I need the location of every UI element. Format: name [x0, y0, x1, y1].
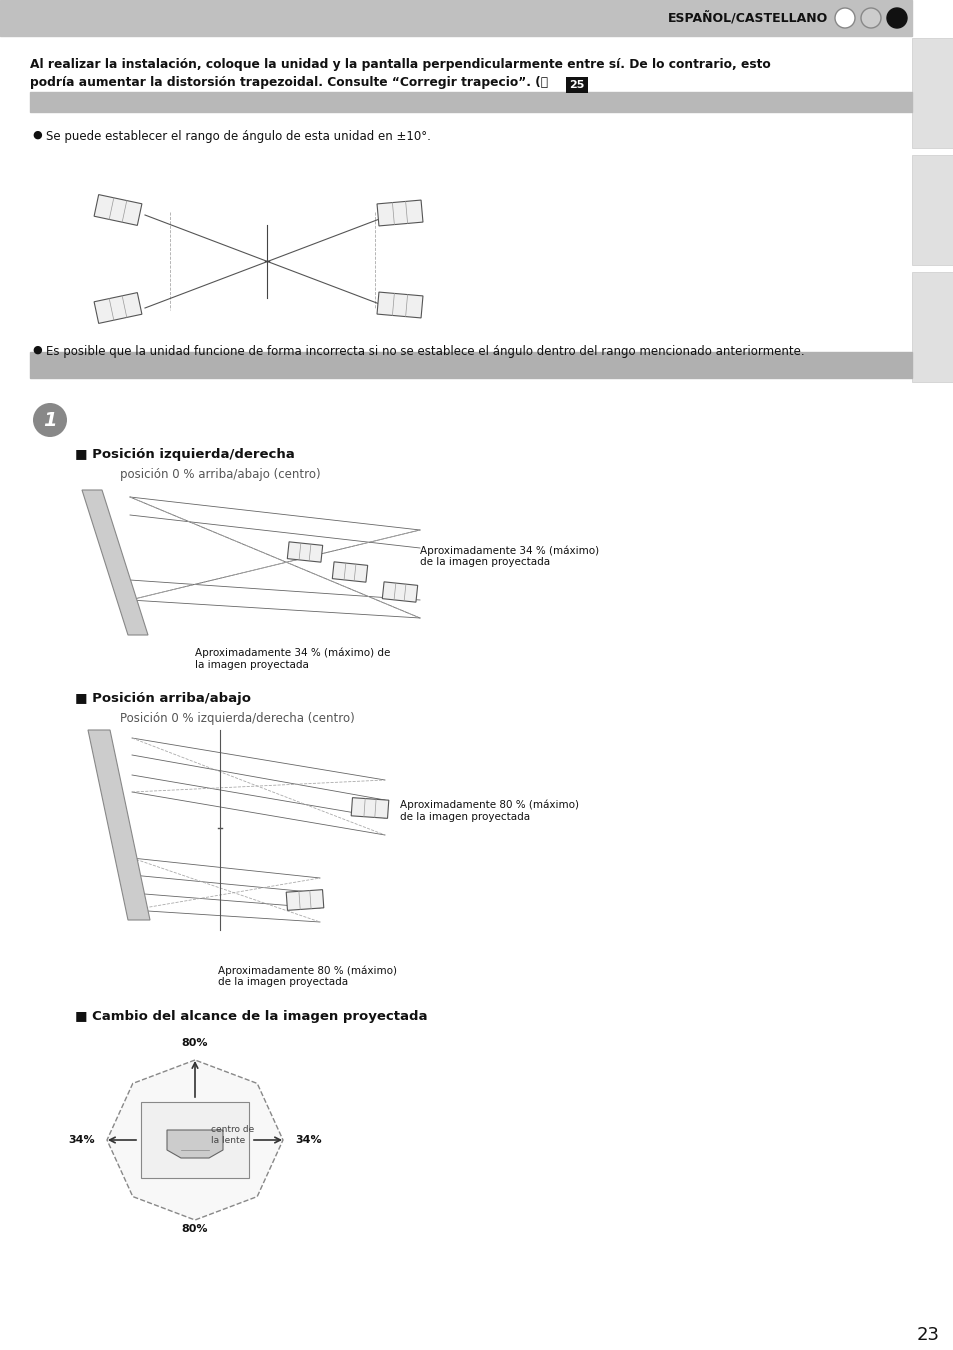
Polygon shape	[376, 200, 422, 225]
Text: ■ Posición izquierda/derecha: ■ Posición izquierda/derecha	[75, 448, 294, 460]
Text: Aproximadamente 80 % (máximo)
de la imagen proyectada: Aproximadamente 80 % (máximo) de la imag…	[218, 965, 396, 987]
Circle shape	[33, 404, 67, 437]
Text: centro de
la lente: centro de la lente	[211, 1126, 254, 1145]
Polygon shape	[107, 1060, 283, 1220]
Polygon shape	[88, 730, 150, 919]
Text: ■ Posición arriba/abajo: ■ Posición arriba/abajo	[75, 693, 251, 705]
Circle shape	[834, 8, 854, 28]
Polygon shape	[167, 1130, 223, 1158]
Polygon shape	[286, 890, 323, 910]
Bar	[911, 38, 953, 148]
Text: Posición 0 % izquierda/derecha (centro): Posición 0 % izquierda/derecha (centro)	[120, 711, 355, 725]
Text: ESPAÑOL/CASTELLANO: ESPAÑOL/CASTELLANO	[667, 11, 827, 24]
Text: podría aumentar la distorsión trapezoidal. Consulte “Corregir trapecio”. (⌹     : podría aumentar la distorsión trapezoida…	[30, 76, 578, 89]
Text: ●: ●	[32, 346, 42, 355]
FancyBboxPatch shape	[565, 77, 587, 93]
Polygon shape	[382, 582, 417, 602]
Text: ■ Cambio del alcance de la imagen proyectada: ■ Cambio del alcance de la imagen proyec…	[75, 1010, 427, 1023]
Text: 34%: 34%	[294, 1135, 321, 1145]
Text: Se puede establecer el rango de ángulo de esta unidad en ±10°.: Se puede establecer el rango de ángulo d…	[46, 130, 431, 143]
Polygon shape	[376, 292, 422, 319]
Bar	[30, 92, 911, 112]
Polygon shape	[332, 562, 367, 582]
Text: 25: 25	[569, 80, 584, 90]
Text: 1: 1	[43, 410, 57, 429]
Bar	[911, 155, 953, 265]
Bar	[911, 271, 953, 382]
Text: posición 0 % arriba/abajo (centro): posición 0 % arriba/abajo (centro)	[120, 468, 320, 481]
Bar	[0, 0, 911, 36]
Text: ●: ●	[32, 130, 42, 140]
Polygon shape	[94, 194, 142, 225]
Text: 80%: 80%	[182, 1038, 208, 1048]
Text: Aproximadamente 80 % (máximo)
de la imagen proyectada: Aproximadamente 80 % (máximo) de la imag…	[399, 801, 578, 822]
Bar	[141, 1102, 249, 1179]
Text: 23: 23	[916, 1326, 939, 1345]
Polygon shape	[82, 490, 148, 634]
Polygon shape	[287, 541, 322, 562]
Text: 80%: 80%	[182, 1224, 208, 1234]
Text: Aproximadamente 34 % (máximo)
de la imagen proyectada: Aproximadamente 34 % (máximo) de la imag…	[419, 545, 598, 567]
Text: Al realizar la instalación, coloque la unidad y la pantalla perpendicularmente e: Al realizar la instalación, coloque la u…	[30, 58, 770, 72]
Text: Es posible que la unidad funcione de forma incorrecta si no se establece el ángu: Es posible que la unidad funcione de for…	[46, 346, 803, 358]
Polygon shape	[94, 293, 142, 324]
Bar	[30, 352, 911, 378]
Polygon shape	[351, 798, 389, 818]
Text: 34%: 34%	[69, 1135, 95, 1145]
Circle shape	[861, 8, 880, 28]
Text: Aproximadamente 34 % (máximo) de
la imagen proyectada: Aproximadamente 34 % (máximo) de la imag…	[194, 648, 390, 670]
Circle shape	[886, 8, 906, 28]
